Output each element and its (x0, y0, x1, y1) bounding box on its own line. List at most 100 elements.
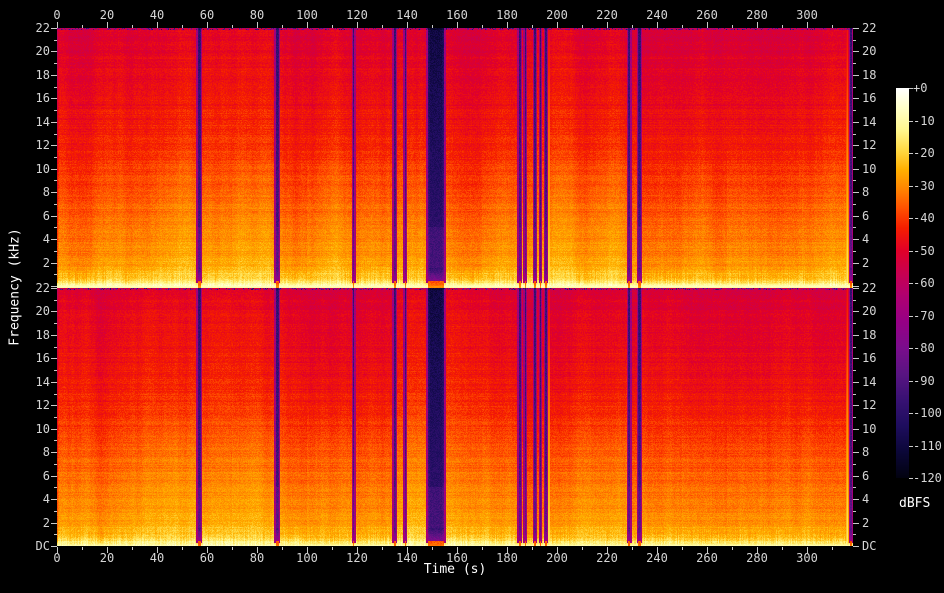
y-tick-label-left: 4 (42, 492, 50, 507)
colorbar-tick (909, 120, 913, 122)
y-tick-label-right: 18 (862, 327, 877, 342)
y-tick-minor (54, 203, 57, 205)
y-tick-major (853, 239, 859, 241)
y-tick-minor (853, 157, 856, 158)
x-tick-minor (132, 547, 133, 550)
y-tick-major (853, 145, 859, 147)
y-tick-major (853, 74, 859, 76)
y-tick-label-right: 14 (862, 114, 877, 129)
y-tick-label-right: 4 (862, 232, 870, 247)
y-tick-minor (853, 417, 856, 418)
x-tick-major (157, 22, 158, 28)
y-tick-major (853, 475, 859, 477)
y-tick-major (51, 522, 57, 524)
colorbar-tick-label: -40 (913, 211, 935, 225)
y-tick-label-left: 8 (42, 445, 50, 460)
x-tick-minor (82, 25, 83, 28)
x-tick-label-bottom: 260 (696, 551, 718, 565)
y-tick-major (853, 262, 859, 264)
x-tick-minor (382, 547, 383, 550)
y-tick-major (853, 452, 859, 454)
x-tick-minor (432, 25, 433, 28)
y-tick-major (51, 381, 57, 383)
y-tick-minor (853, 110, 856, 112)
x-tick-major (407, 22, 408, 28)
y-tick-minor (54, 370, 57, 372)
y-tick-minor (853, 86, 856, 88)
y-tick-minor (853, 323, 856, 325)
colorbar-tick-label: -70 (913, 308, 935, 323)
x-axis-title: Time (s) (423, 562, 487, 577)
x-tick-major (557, 547, 558, 553)
x-tick-label-top: 220 (596, 8, 618, 22)
y-tick-major (853, 499, 859, 501)
spectrogram-canvas (57, 28, 853, 546)
y-tick-minor (853, 346, 856, 348)
x-tick-major (457, 22, 458, 28)
y-tick-minor (54, 463, 57, 465)
y-tick-minor (853, 463, 856, 465)
x-tick-major (57, 22, 58, 28)
y-tick-minor (54, 63, 57, 65)
x-tick-label-bottom: 0 (53, 551, 61, 565)
y-tick-major (853, 215, 859, 217)
y-tick-major (51, 334, 57, 336)
x-tick-minor (832, 25, 833, 28)
y-tick-minor (54, 250, 57, 252)
x-tick-minor (332, 25, 333, 28)
x-tick-major (457, 547, 458, 553)
y-tick-label-right: 8 (862, 185, 870, 200)
x-tick-major (357, 22, 358, 28)
y-tick-minor (54, 86, 57, 88)
y-tick-major (853, 192, 859, 194)
x-tick-label-top: 80 (249, 8, 265, 22)
y-tick-major (853, 98, 859, 100)
x-tick-major (57, 547, 58, 553)
colorbar-tick-label: -50 (913, 243, 935, 258)
y-tick-minor (853, 203, 856, 205)
y-tick-major (51, 239, 57, 241)
x-tick-major (357, 547, 358, 553)
x-tick-label-bottom: 280 (746, 551, 768, 565)
y-tick-major (51, 168, 57, 170)
x-tick-label-bottom: 80 (249, 551, 265, 565)
y-tick-major (51, 452, 57, 454)
x-tick-major (507, 547, 508, 553)
y-tick-major (853, 311, 859, 313)
y-tick-label-left: 18 (35, 67, 50, 82)
x-tick-label-bottom: 180 (496, 551, 518, 565)
y-tick-minor (853, 180, 856, 182)
y-tick-label-right: 22 (862, 281, 877, 295)
colorbar-unit-label: dBFS (899, 496, 931, 511)
x-tick-label-bottom: 120 (346, 551, 368, 565)
y-tick-major (853, 358, 859, 360)
x-tick-minor (782, 547, 783, 550)
x-tick-label-bottom: 240 (646, 551, 668, 565)
x-tick-major (407, 547, 408, 553)
y-tick-label-dc-left: DC (35, 539, 50, 553)
y-tick-label-right: 20 (862, 44, 877, 59)
y-tick-minor (853, 393, 856, 395)
x-tick-major (707, 547, 708, 553)
colorbar-tick-label: -80 (913, 341, 935, 355)
y-tick-label-right: 12 (862, 398, 877, 413)
x-tick-minor (782, 25, 783, 28)
x-tick-minor (682, 25, 683, 28)
x-tick-label-bottom: 20 (99, 551, 115, 565)
y-tick-minor (853, 274, 856, 276)
x-tick-minor (582, 25, 583, 28)
x-tick-label-top: 20 (99, 8, 115, 22)
x-tick-label-top: 280 (746, 8, 768, 22)
x-tick-minor (132, 25, 133, 28)
y-tick-minor (54, 133, 57, 135)
y-tick-label-right: 10 (862, 421, 877, 436)
x-tick-minor (632, 547, 633, 550)
colorbar-tick-label: -90 (913, 373, 935, 388)
y-tick-major (51, 74, 57, 76)
x-tick-label-bottom: 140 (396, 551, 418, 565)
y-tick-label-left: 14 (35, 374, 50, 389)
x-tick-major (307, 547, 308, 553)
colorbar-tick-label: -20 (913, 146, 935, 160)
y-tick-minor (853, 133, 856, 135)
colorbar-tick (909, 315, 913, 317)
